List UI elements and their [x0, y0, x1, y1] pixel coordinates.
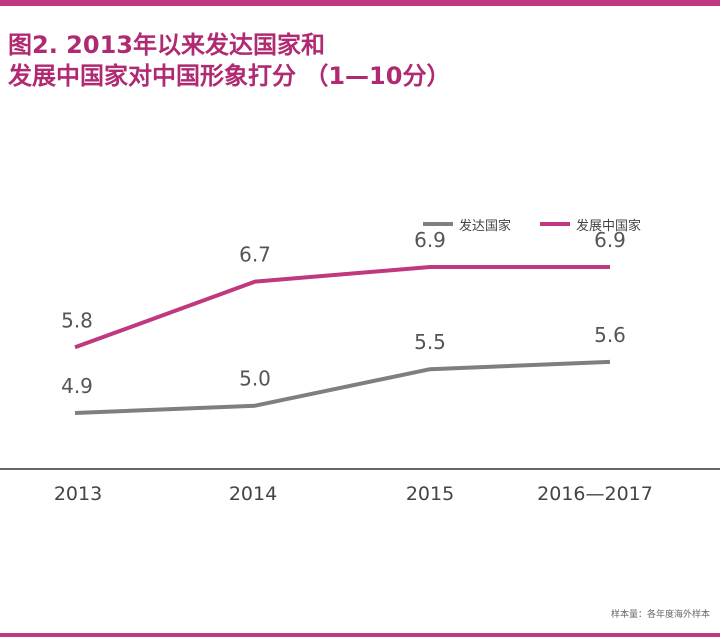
data-label-developing: 6.9 [414, 228, 446, 252]
data-label-developed: 4.9 [61, 374, 93, 398]
chart-title-line-2: 发展中国家对中国形象打分 （1—10分） [8, 62, 451, 90]
chart-title-line-1: 图2. 2013年以来发达国家和 [8, 31, 325, 59]
footnote: 样本量：各年度海外样本 [610, 610, 710, 620]
series-line-developing [74, 265, 610, 350]
chart-title: 图2. 2013年以来发达国家和 发展中国家对中国形象打分 （1—10分） [8, 30, 708, 92]
data-label-developed: 5.0 [239, 367, 271, 391]
data-label-developing: 6.9 [594, 228, 626, 252]
data-label-developing: 5.8 [61, 308, 93, 332]
chart-marks: 4.9 5.0 5.5 5.6 5.8 6.7 6.9 6.9 2013 2014 2015 2016… [54, 228, 653, 505]
x-tick-label: 2013 [54, 483, 102, 505]
bottom-accent-bar [0, 633, 720, 637]
x-tick-label: 2016—2017 [537, 483, 653, 505]
x-tick-label: 2015 [406, 483, 454, 505]
series-line-developed [74, 359, 611, 415]
x-tick-label: 2014 [229, 483, 277, 505]
data-label-developed: 5.6 [594, 323, 626, 347]
top-accent-bar [0, 0, 720, 6]
data-label-developing: 6.7 [239, 243, 271, 267]
data-label-developed: 5.5 [414, 330, 446, 354]
